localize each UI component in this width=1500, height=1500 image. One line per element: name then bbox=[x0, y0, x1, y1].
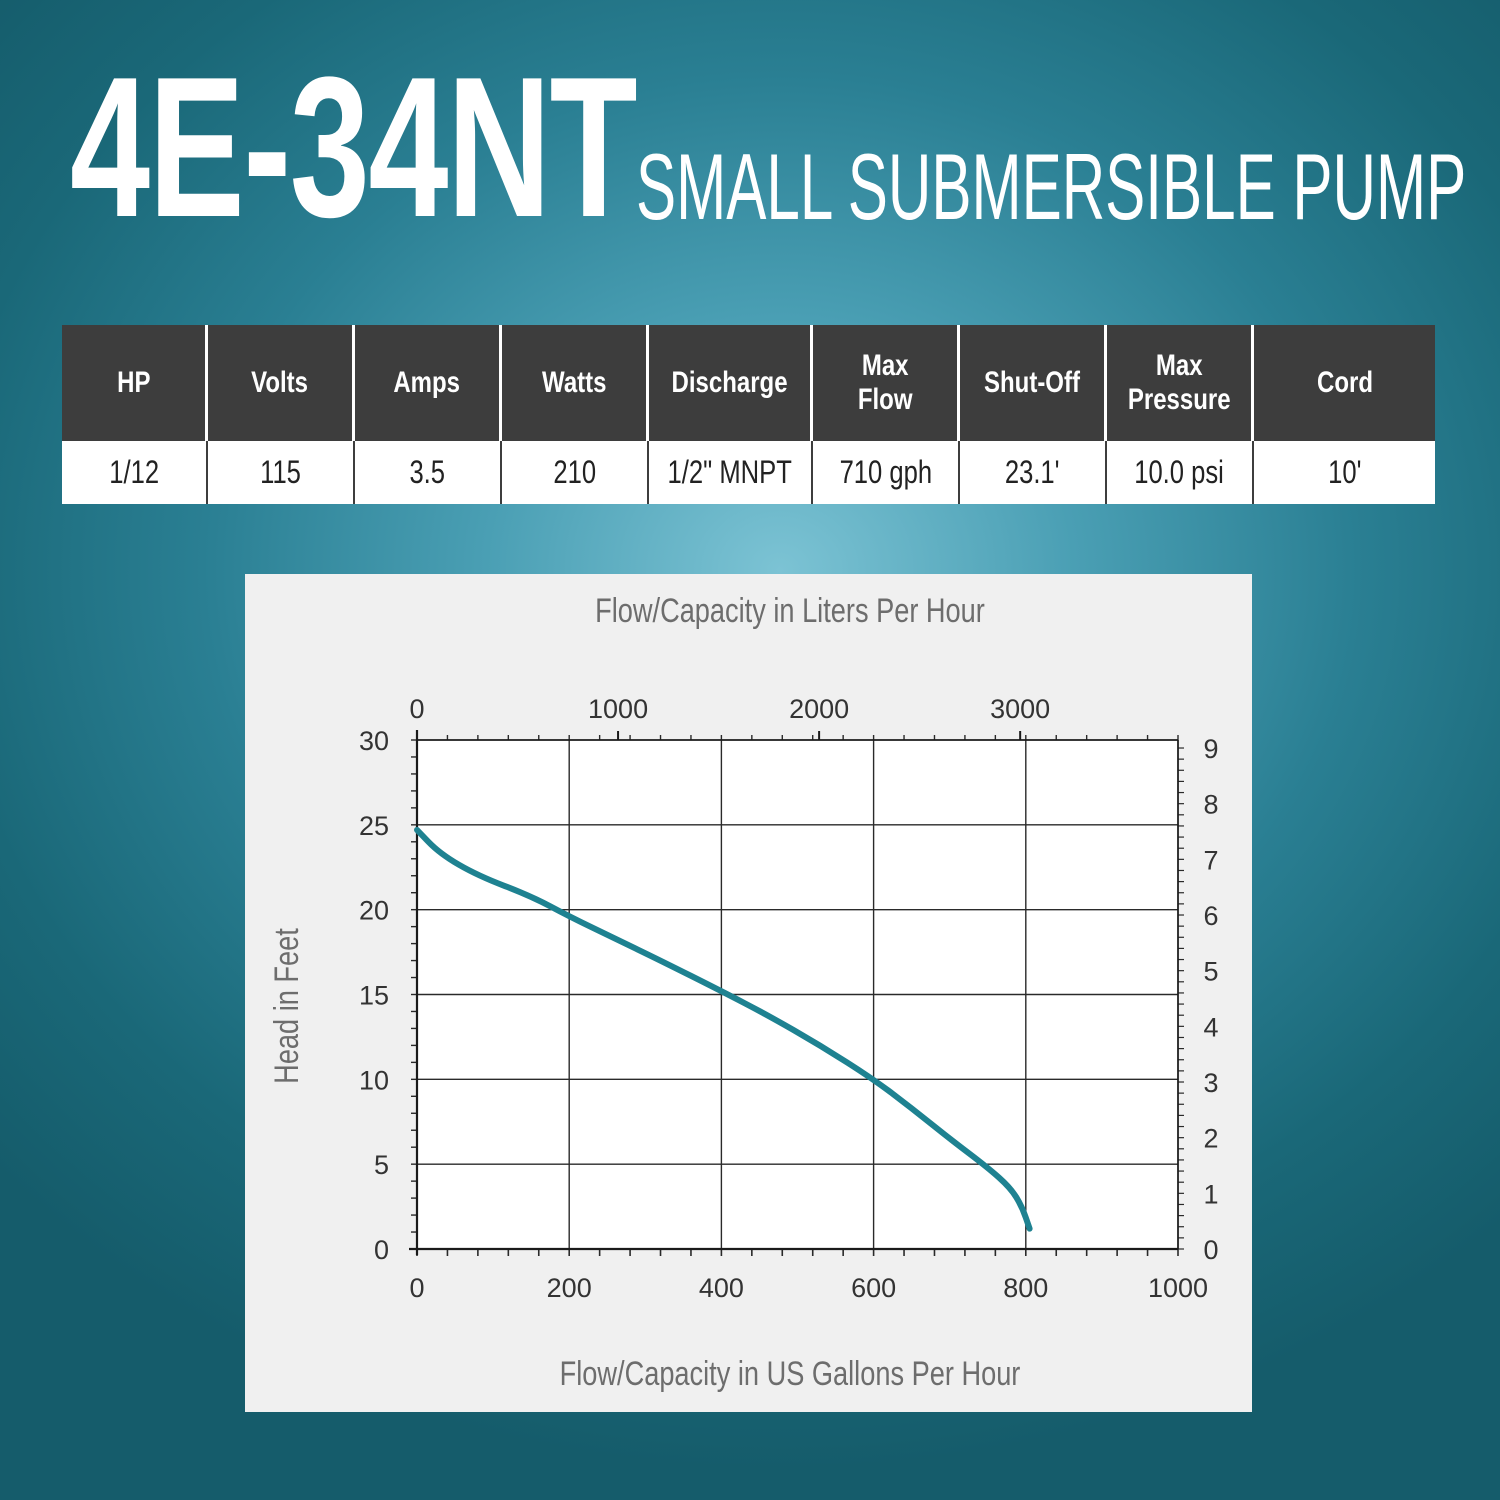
x-tick-label: 1000 bbox=[1148, 1273, 1208, 1303]
right-tick-label: 8 bbox=[1203, 790, 1218, 820]
spec-header: Max Pressure bbox=[1107, 325, 1254, 441]
right-tick-label: 0 bbox=[1203, 1235, 1218, 1265]
right-tick-label: 4 bbox=[1203, 1012, 1218, 1042]
model-title: 4E-34NT bbox=[70, 36, 638, 259]
spec-value: 210 bbox=[502, 441, 649, 504]
x-tick-label: 0 bbox=[409, 1273, 424, 1303]
top-axis-title: Flow/Capacity in Liters Per Hour bbox=[595, 591, 985, 630]
x-tick-label: 800 bbox=[1003, 1273, 1048, 1303]
y-tick-label: 10 bbox=[359, 1065, 389, 1095]
y-tick-label: 25 bbox=[359, 811, 389, 841]
right-tick-label: 5 bbox=[1203, 957, 1218, 987]
spec-header-label: Discharge bbox=[671, 366, 788, 399]
spec-header: Max Flow bbox=[813, 325, 960, 441]
y-tick-label: 20 bbox=[359, 896, 389, 926]
spec-value: 1/2" MNPT bbox=[649, 441, 813, 504]
right-tick-label: 6 bbox=[1203, 901, 1218, 931]
pump-curve-line bbox=[414, 826, 1033, 1232]
spec-header-label: Volts bbox=[251, 366, 309, 399]
spec-header: Cord bbox=[1254, 325, 1435, 441]
spec-header-label: Max Flow bbox=[857, 349, 913, 416]
top-tick-label: 2000 bbox=[789, 694, 849, 724]
y-tick-label: 0 bbox=[374, 1235, 389, 1265]
spec-value: 23.1' bbox=[960, 441, 1107, 504]
spec-header: Discharge bbox=[649, 325, 813, 441]
spec-value-label: 115 bbox=[260, 454, 301, 490]
product-subtitle: SMALL SUBMERSIBLE PUMP bbox=[636, 134, 1467, 239]
spec-value-label: 210 bbox=[553, 454, 596, 490]
spec-value: 10.0 psi bbox=[1107, 441, 1254, 504]
spec-header-label: Max Pressure bbox=[1127, 349, 1231, 416]
y-tick-label: 15 bbox=[359, 981, 389, 1011]
y-tick-label: 30 bbox=[359, 726, 389, 756]
x-tick-label: 200 bbox=[547, 1273, 592, 1303]
x-tick-label: 600 bbox=[851, 1273, 896, 1303]
spec-value-label: 10' bbox=[1327, 454, 1362, 490]
spec-header: Watts bbox=[502, 325, 649, 441]
spec-header-label: HP bbox=[116, 366, 151, 399]
spec-header: Volts bbox=[208, 325, 355, 441]
spec-header-label: Watts bbox=[541, 366, 607, 399]
right-tick-label: 3 bbox=[1203, 1068, 1218, 1098]
spec-value: 115 bbox=[208, 441, 355, 504]
spec-table: HP Volts Amps Watts Discharge Max Flow Shut-Of… bbox=[62, 325, 1435, 504]
right-tick-label: 7 bbox=[1203, 845, 1218, 875]
spec-header: Shut-Off bbox=[960, 325, 1107, 441]
spec-value: 10' bbox=[1254, 441, 1435, 504]
top-tick-label: 1000 bbox=[588, 694, 648, 724]
spec-value-label: 10.0 psi bbox=[1134, 454, 1225, 490]
spec-header-label: Cord bbox=[1316, 366, 1373, 399]
x-tick-label: 400 bbox=[699, 1273, 744, 1303]
top-tick-label: 0 bbox=[409, 694, 424, 724]
y-tick-label: 5 bbox=[374, 1150, 389, 1180]
spec-value-label: 3.5 bbox=[409, 454, 446, 490]
top-tick-label: 3000 bbox=[990, 694, 1050, 724]
x-axis-title: Flow/Capacity in US Gallons Per Hour bbox=[560, 1354, 1021, 1393]
spec-header-label: Amps bbox=[393, 366, 461, 399]
spec-value: 3.5 bbox=[355, 441, 502, 504]
spec-value: 710 gph bbox=[813, 441, 960, 504]
pump-curve-chart: 0 200 400 600 800 1000 0 5 10 15 20 25 30 0 1000 2000 30… bbox=[245, 574, 1252, 1412]
y-axis-title: Head in Feet bbox=[267, 928, 306, 1084]
right-tick-label: 1 bbox=[1203, 1179, 1218, 1209]
right-tick-label: 2 bbox=[1203, 1124, 1218, 1154]
spec-value-label: 1/12 bbox=[109, 454, 159, 490]
spec-header-label: Shut-Off bbox=[984, 366, 1080, 399]
spec-value-label: 710 gph bbox=[839, 454, 932, 490]
right-tick-label: 9 bbox=[1203, 734, 1218, 764]
spec-value-label: 23.1' bbox=[1005, 454, 1060, 490]
spec-value-label: 1/2" MNPT bbox=[667, 454, 793, 490]
spec-header: HP bbox=[62, 325, 208, 441]
spec-value: 1/12 bbox=[62, 441, 208, 504]
spec-header: Amps bbox=[355, 325, 502, 441]
